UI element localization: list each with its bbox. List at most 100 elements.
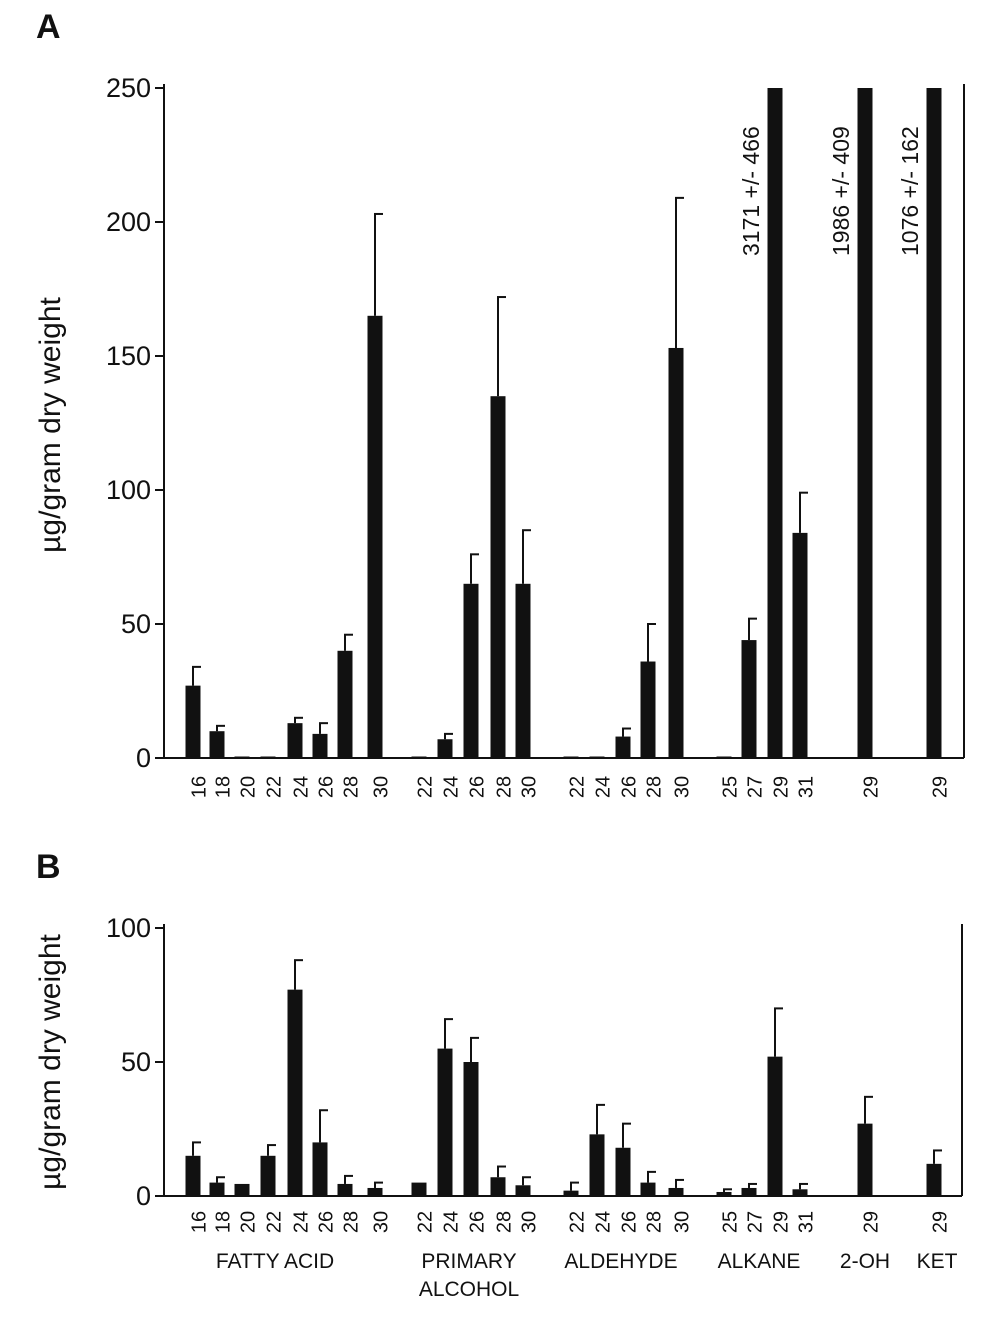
bar [563,1190,579,1196]
x-tick-label: 26 [618,1211,640,1233]
bar [563,756,579,758]
group-label: ALKANE [718,1250,801,1273]
y-tick-label: 0 [136,1181,151,1211]
x-tick-label: 22 [263,776,285,798]
x-tick-label: 16 [188,1211,210,1233]
bar [411,1182,427,1196]
x-tick-label: 25 [719,1211,741,1233]
x-tick-label: 24 [592,1211,614,1233]
bar [589,1134,605,1196]
bar [741,1187,757,1196]
x-tick-label: 30 [518,1211,540,1233]
x-tick-label: 30 [671,1211,693,1233]
bar [234,1183,250,1196]
bar [615,1147,631,1196]
x-tick-label: 22 [414,1211,436,1233]
x-tick-label: 28 [643,1211,665,1233]
bar [716,1191,732,1196]
panel-label: A [36,8,61,46]
bar [640,661,656,758]
bar [792,532,808,758]
x-tick-label: 29 [770,776,792,798]
x-tick-label: 30 [671,776,693,798]
bar [926,88,942,758]
bar [437,1048,453,1196]
bar [367,315,383,758]
x-tick-label: 27 [744,776,766,798]
x-tick-label: 24 [440,1211,462,1233]
x-tick-label: 18 [212,1211,234,1233]
bar [792,1189,808,1196]
group-label: KET [917,1250,958,1273]
x-tick-label: 28 [340,776,362,798]
x-tick-label: 28 [340,1211,362,1233]
bar-value-annotation: 1076 +/- 162 [897,126,923,256]
bar [926,1163,942,1196]
panel-label: B [36,848,61,886]
bar [668,347,684,758]
x-tick-label: 29 [860,776,882,798]
group-label: 2-OH [840,1250,890,1273]
x-tick-label: 30 [370,1211,392,1233]
x-tick-label: 31 [795,776,817,798]
bar [209,731,225,758]
bar [337,1183,353,1196]
x-tick-label: 28 [493,1211,515,1233]
y-axis-label: µg/gram dry weight [34,296,67,552]
x-tick-label: 20 [237,776,259,798]
bar [515,1185,531,1196]
x-tick-label: 26 [315,776,337,798]
y-tick-label: 200 [106,207,151,237]
x-tick-label: 29 [770,1211,792,1233]
group-label: ALDEHYDE [564,1250,677,1273]
bar [741,640,757,758]
x-tick-label: 26 [466,1211,488,1233]
x-tick-label: 29 [860,1211,882,1233]
x-tick-label: 24 [290,1211,312,1233]
x-tick-label: 25 [719,776,741,798]
x-tick-label: 26 [466,776,488,798]
y-tick-label: 50 [121,609,151,639]
bar [668,1187,684,1196]
x-tick-label: 20 [237,1211,259,1233]
x-tick-label: 18 [212,776,234,798]
x-tick-label: 28 [643,776,665,798]
bar [367,1187,383,1196]
bar [411,756,427,758]
x-tick-label: 29 [929,1211,951,1233]
y-tick-label: 100 [106,475,151,505]
bar [589,756,605,758]
bar [437,739,453,758]
x-tick-label: 24 [290,776,312,798]
group-label: PRIMARY [421,1250,516,1273]
x-tick-label: 22 [414,776,436,798]
bar [234,756,250,758]
bar [490,1177,506,1196]
bar [767,1056,783,1196]
x-tick-label: 28 [493,776,515,798]
bar [716,756,732,758]
bar [185,685,201,758]
x-tick-label: 26 [618,776,640,798]
y-tick-label: 100 [106,913,151,943]
bar [767,88,783,758]
group-label: FATTY ACID [216,1250,334,1273]
x-tick-label: 31 [795,1211,817,1233]
bar [515,583,531,758]
x-tick-label: 22 [566,776,588,798]
y-tick-label: 50 [121,1047,151,1077]
bar [185,1155,201,1196]
x-tick-label: 30 [370,776,392,798]
bar [857,1123,873,1196]
x-tick-label: 24 [592,776,614,798]
x-tick-label: 24 [440,776,462,798]
bar [287,723,303,758]
bar [463,1062,479,1196]
bar [337,650,353,758]
x-tick-label: 22 [566,1211,588,1233]
bar-value-annotation: 3171 +/- 466 [738,126,764,256]
y-tick-label: 250 [106,73,151,103]
bar-value-annotation: 1986 +/- 409 [828,126,854,256]
